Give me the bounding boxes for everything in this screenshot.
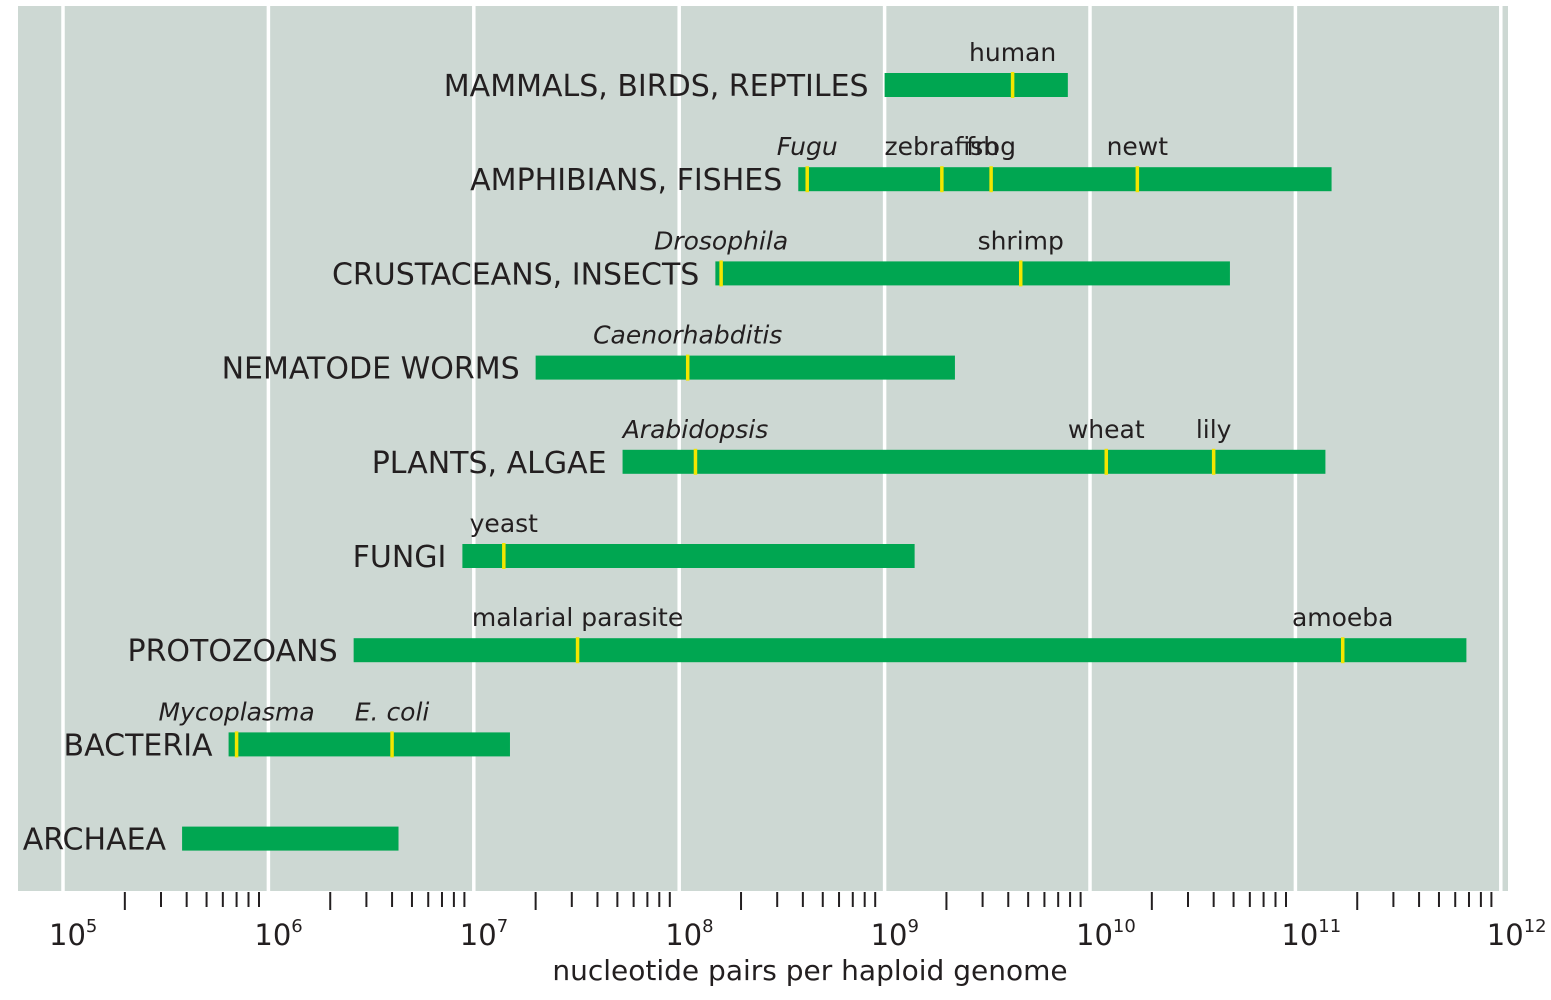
bar-archaea [182, 826, 399, 851]
marker-label-mycoplasma: Mycoplasma [158, 697, 314, 726]
group-plants-algae: PLANTS, ALGAE Arabidopsis wheat lily [372, 415, 1326, 481]
marker-label-yeast: yeast [470, 509, 539, 538]
marker-amoeba [1340, 637, 1345, 664]
bar-plants-algae [622, 449, 1326, 474]
marker-label-malarial-parasite: malarial parasite [472, 603, 683, 632]
category-label: MAMMALS, BIRDS, REPTILES [444, 69, 869, 104]
group-protozoans: PROTOZOANS malarial parasite amoeba [127, 603, 1467, 669]
tick-label-1e10: 1010 [1076, 916, 1136, 952]
tick-label-1e9: 109 [871, 916, 919, 952]
plot-background [18, 6, 1508, 891]
marker-arabidopsis [693, 448, 698, 475]
marker-label-frog: frog [966, 132, 1016, 161]
x-axis: 105 106 107 108 109 1010 1011 1012 [49, 892, 1547, 952]
marker-malarial-parasite [575, 637, 580, 664]
marker-drosophila [719, 260, 723, 287]
x-axis-label: nucleotide pairs per haploid genome [552, 954, 1067, 987]
marker-fugu [805, 166, 809, 193]
marker-label-lily: lily [1196, 415, 1232, 444]
marker-label-drosophila: Drosophila [654, 226, 788, 255]
marker-label-amoeba: amoeba [1292, 603, 1394, 632]
group-archaea: ARCHAEA [23, 823, 399, 858]
marker-human [1010, 72, 1015, 98]
marker-mycoplasma [234, 731, 239, 758]
group-nematode-worms: NEMATODE WORMS Caenorhabditis [222, 321, 955, 387]
category-label: AMPHIBIANS, FISHES [470, 163, 782, 198]
bar-protozoans [353, 638, 1467, 663]
category-label: PROTOZOANS [127, 634, 337, 669]
marker-label-caenorhabditis: Caenorhabditis [593, 321, 782, 350]
marker-label-wheat: wheat [1068, 415, 1145, 444]
marker-caenorhabditis [685, 354, 690, 381]
bar-amphibians-fishes [798, 167, 1332, 192]
marker-label-newt: newt [1107, 132, 1169, 161]
gridlines [61, 6, 1503, 891]
tick-label-1e12: 1012 [1487, 916, 1547, 952]
marker-label-arabidopsis: Arabidopsis [621, 415, 769, 444]
bar-bacteria [228, 732, 510, 757]
bar-fungi [462, 544, 915, 568]
tick-label-1e6: 106 [254, 916, 302, 952]
marker-label-human: human [969, 38, 1056, 67]
marker-yeast [502, 543, 506, 569]
marker-zebrafish [940, 166, 944, 193]
marker-label-fugu: Fugu [777, 132, 838, 161]
category-label: ARCHAEA [23, 823, 167, 858]
marker-label-e-coli: E. coli [355, 697, 430, 726]
tick-label-1e7: 107 [460, 916, 508, 952]
tick-label-1e11: 1011 [1281, 916, 1341, 952]
category-label: FUNGI [353, 540, 447, 575]
group-fungi: FUNGI yeast [353, 509, 915, 575]
tick-label-1e8: 108 [665, 916, 713, 952]
bar-mammals-birds-reptiles [884, 73, 1068, 97]
marker-lily [1211, 448, 1216, 475]
category-label: NEMATODE WORMS [222, 352, 520, 387]
marker-shrimp [1018, 260, 1023, 287]
category-label: BACTERIA [64, 728, 213, 763]
group-mammals-birds-reptiles: MAMMALS, BIRDS, REPTILES human [444, 38, 1068, 104]
marker-newt [1135, 166, 1140, 193]
bars: MAMMALS, BIRDS, REPTILES human AMPHIBIANS,… [23, 38, 1467, 858]
category-label: CRUSTACEANS, INSECTS [332, 257, 699, 292]
category-label: PLANTS, ALGAE [372, 446, 607, 481]
bar-nematode-worms [535, 355, 955, 380]
tick-label-1e5: 105 [49, 916, 97, 952]
marker-label-shrimp: shrimp [978, 226, 1064, 255]
bar-crustaceans-insects [715, 261, 1230, 286]
marker-wheat [1104, 448, 1109, 475]
marker-label-zebrafish: zebrafish [885, 132, 1000, 161]
marker-frog [989, 166, 993, 193]
marker-e-coli [390, 731, 394, 758]
